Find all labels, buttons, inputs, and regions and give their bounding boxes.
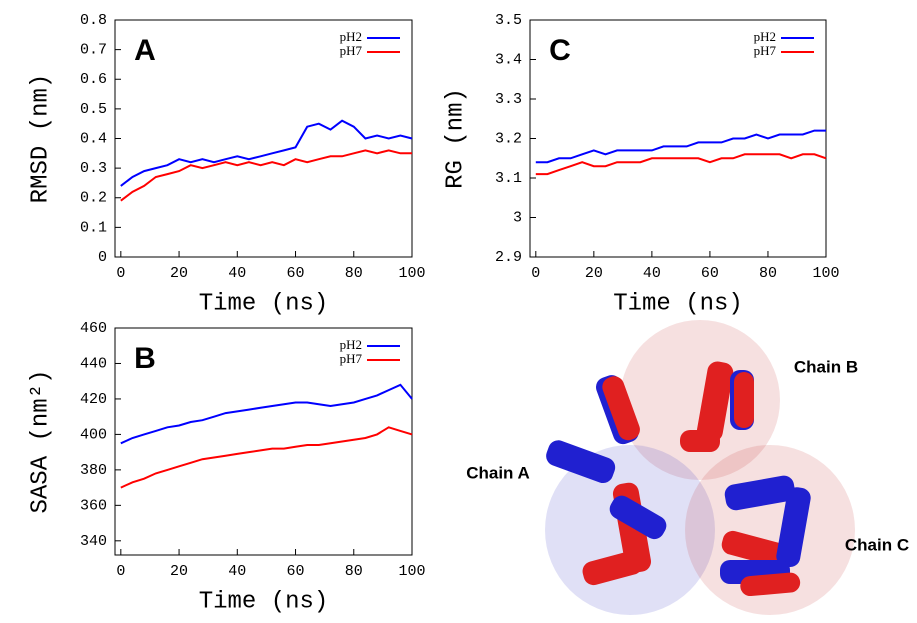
y-tick-label: 0.2 [80, 190, 107, 207]
legend-label: pH7 [340, 351, 363, 366]
x-tick-label: 0 [116, 563, 125, 580]
legend-label: pH2 [340, 29, 362, 44]
x-tick-label: 0 [531, 265, 540, 282]
x-tick-label: 80 [345, 563, 363, 580]
y-tick-label: 0.7 [80, 42, 107, 59]
protein-structure [545, 320, 855, 615]
y-tick-label: 380 [80, 462, 107, 479]
x-tick-label: 20 [170, 265, 188, 282]
plot-frame [529, 19, 827, 258]
panel-letter: C [549, 34, 571, 67]
y-tick-label: 340 [80, 533, 107, 550]
x-tick-label: 80 [759, 265, 777, 282]
legend-label: pH7 [340, 43, 363, 58]
x-tick-label: 20 [170, 563, 188, 580]
legend-label: pH2 [754, 29, 776, 44]
series-line [120, 149, 412, 202]
x-tick-label: 40 [228, 265, 246, 282]
y-tick-label: 400 [80, 426, 107, 443]
y-tick-label: 2.9 [495, 249, 522, 266]
x-tick-label: 100 [398, 265, 425, 282]
y-tick-label: 420 [80, 391, 107, 408]
x-tick-label: 0 [116, 265, 125, 282]
x-tick-label: 20 [585, 265, 603, 282]
y-axis-title: RMSD (nm) [27, 74, 54, 204]
y-tick-label: 0.4 [80, 130, 107, 147]
x-tick-label: 80 [345, 265, 363, 282]
y-tick-label: 0.5 [80, 101, 107, 118]
y-axis-title: RG (nm) [442, 88, 469, 189]
legend-label: pH2 [340, 337, 362, 352]
chain-label: Chain A [466, 463, 530, 482]
legend-label: pH7 [754, 43, 777, 58]
series-line [535, 129, 826, 164]
y-axis-title: SASA (nm²) [27, 369, 54, 513]
series-line [120, 426, 413, 489]
x-tick-label: 40 [643, 265, 661, 282]
y-tick-label: 360 [80, 497, 107, 514]
chain-label: Chain C [845, 535, 909, 554]
y-tick-label: 460 [80, 320, 107, 337]
x-tick-label: 40 [228, 563, 246, 580]
x-axis-title: Time (ns) [613, 290, 743, 317]
x-tick-label: 60 [287, 563, 305, 580]
x-tick-label: 60 [287, 265, 305, 282]
x-tick-label: 100 [812, 265, 839, 282]
x-axis-title: Time (ns) [199, 290, 329, 317]
y-tick-label: 3 [513, 209, 522, 226]
y-tick-label: 3.2 [495, 130, 522, 147]
series-line [120, 119, 413, 187]
x-tick-label: 60 [701, 265, 719, 282]
y-tick-label: 0.6 [80, 71, 107, 88]
x-axis-title: Time (ns) [199, 588, 329, 615]
y-tick-label: 440 [80, 355, 107, 372]
panel-letter: A [134, 34, 156, 67]
x-tick-label: 100 [398, 563, 425, 580]
y-tick-label: 3.5 [495, 12, 522, 29]
series-line [535, 153, 827, 176]
y-tick-label: 0 [98, 249, 107, 266]
y-tick-label: 3.3 [495, 91, 522, 108]
y-tick-label: 0.1 [80, 219, 107, 236]
series-line [120, 383, 413, 445]
plot-frame [114, 327, 413, 556]
panel-letter: B [134, 342, 156, 375]
y-tick-label: 3.4 [495, 51, 522, 68]
y-tick-label: 3.1 [495, 170, 522, 187]
y-tick-label: 0.3 [80, 160, 107, 177]
y-tick-label: 0.8 [80, 12, 107, 29]
chain-label: Chain B [794, 357, 858, 376]
